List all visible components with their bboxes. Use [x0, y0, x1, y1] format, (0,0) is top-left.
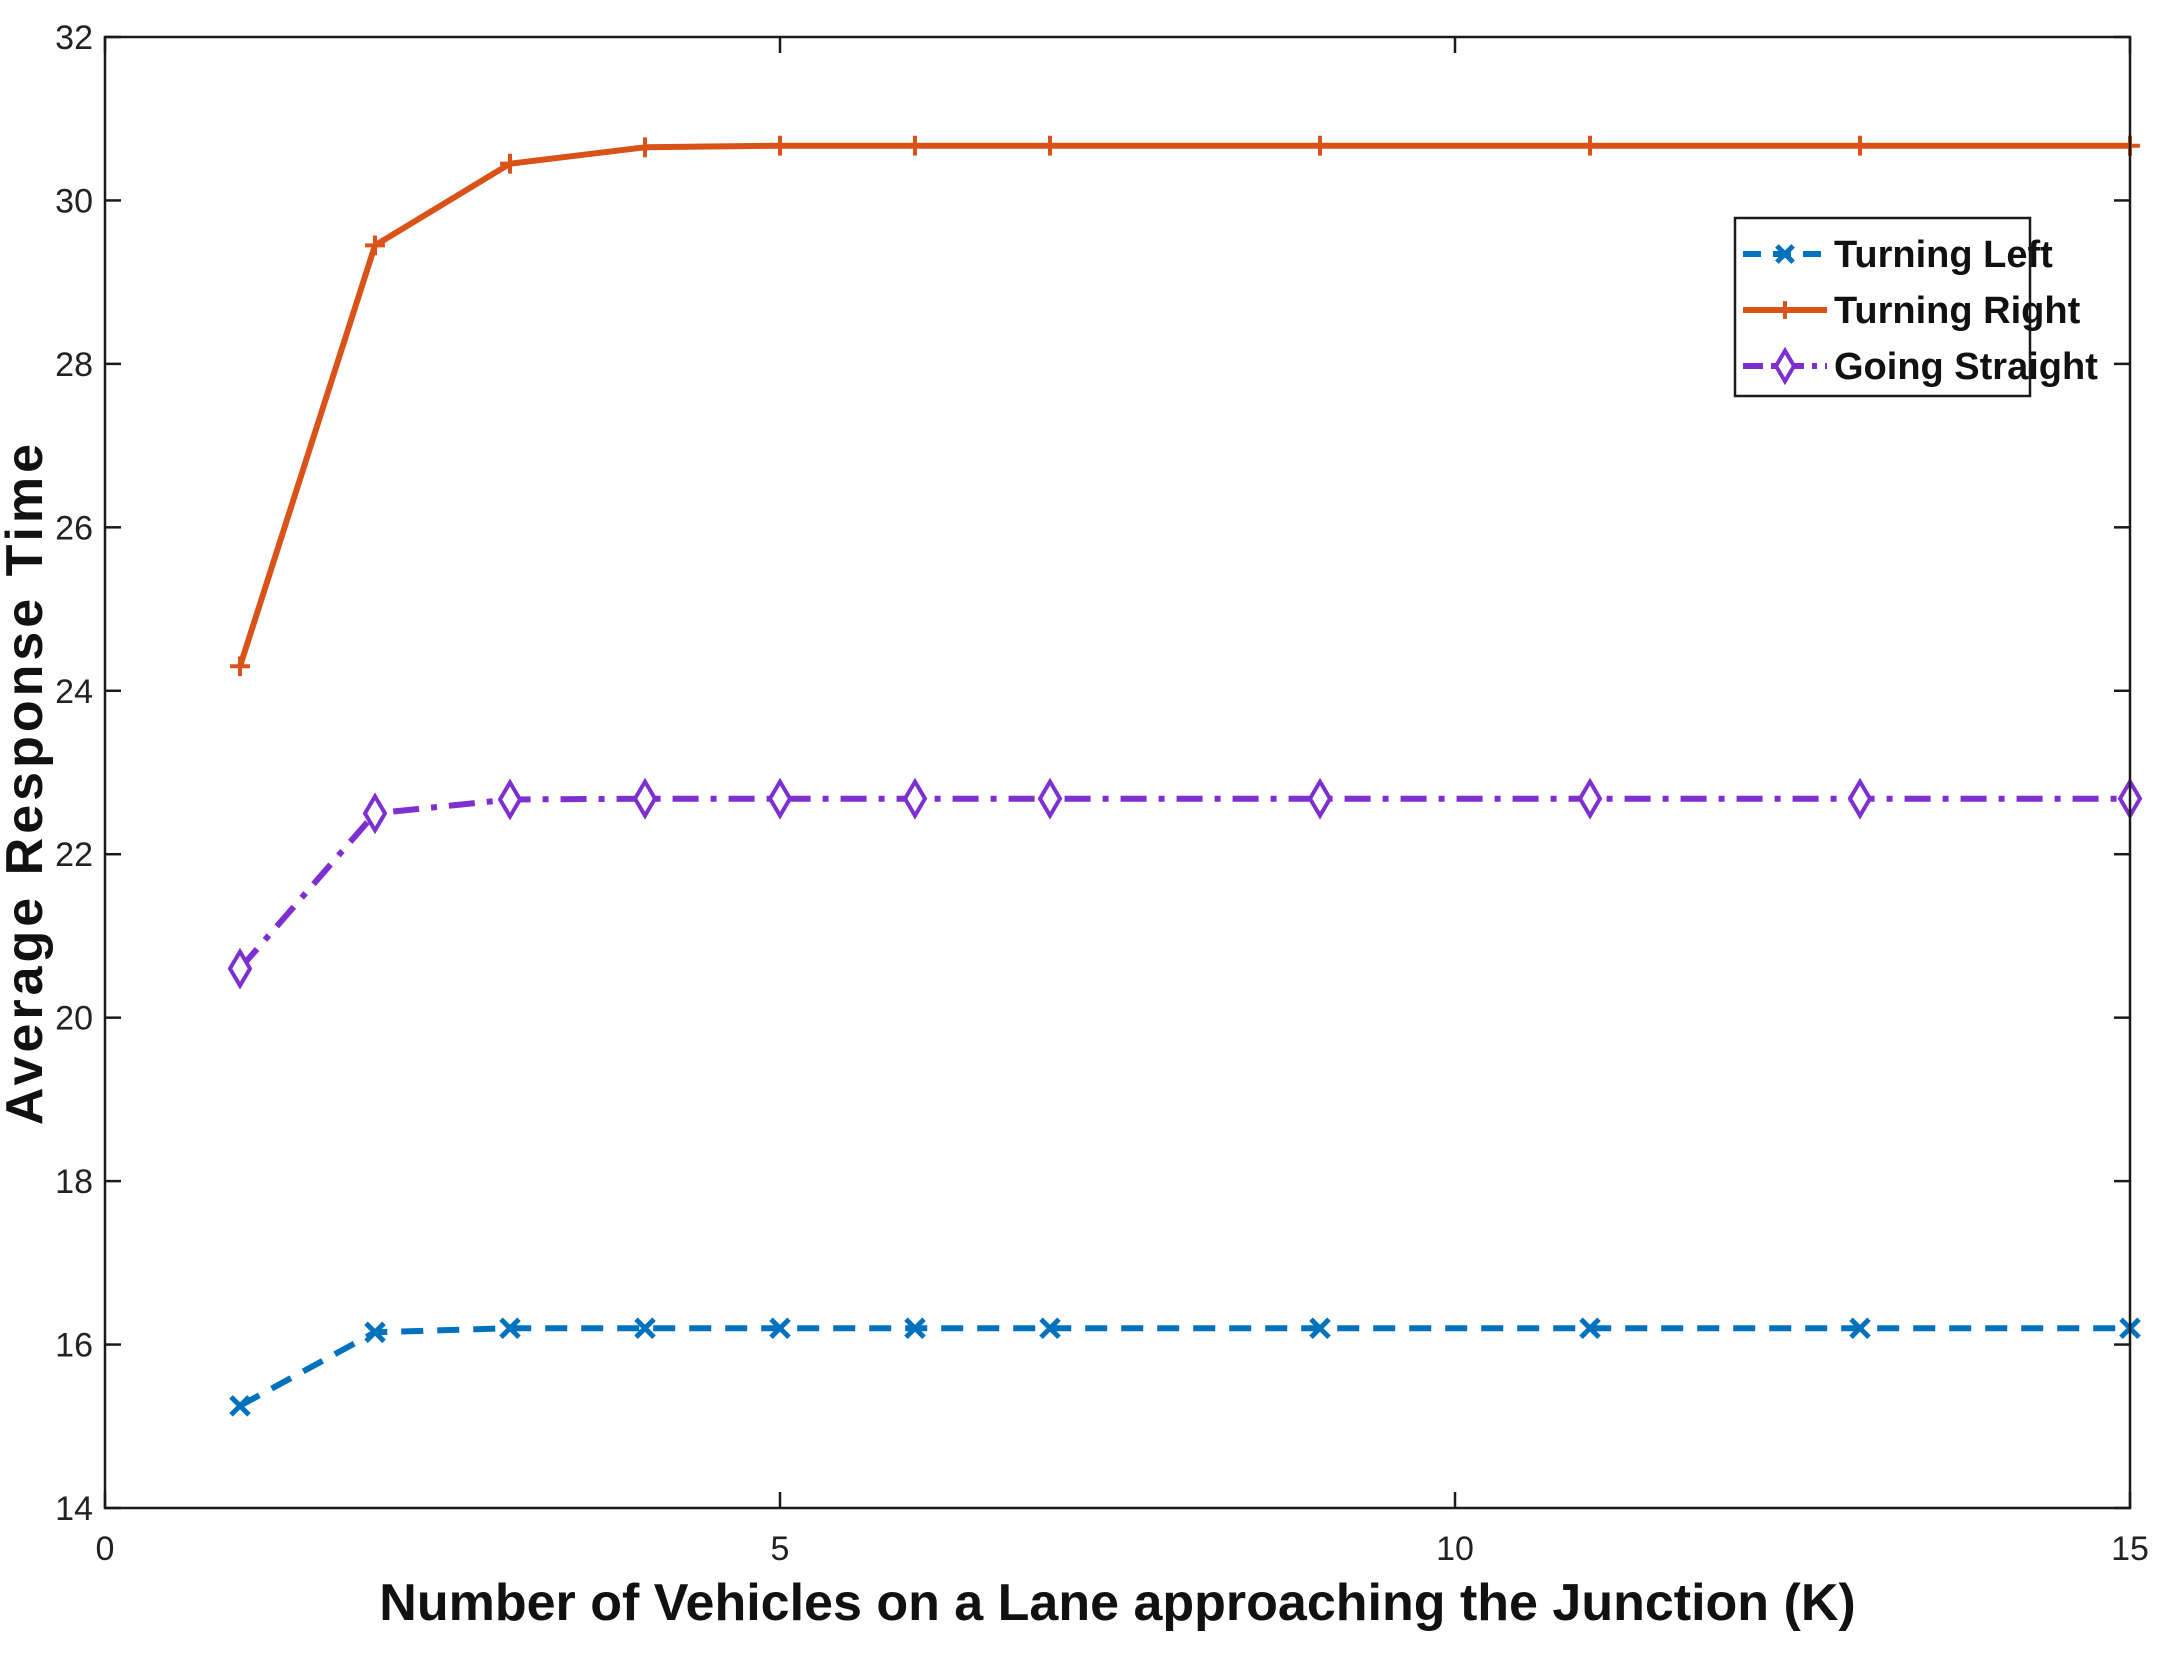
series-turning-right: [230, 135, 2140, 677]
y-tick-label: 24: [55, 673, 93, 711]
data-point-marker: [1309, 1317, 1331, 1339]
data-point-marker: [227, 947, 253, 990]
data-point-marker: [365, 235, 385, 256]
data-point-marker: [1775, 244, 1795, 264]
y-axis-label: Average Response Time: [0, 440, 54, 1125]
data-point-marker: [1037, 777, 1063, 820]
data-point-marker: [1773, 346, 1797, 386]
data-point-marker: [229, 1395, 251, 1417]
data-point-marker: [1310, 135, 1330, 156]
data-point-marker: [632, 777, 658, 820]
data-point-marker: [904, 1317, 926, 1339]
series-going-straight: [227, 777, 2143, 990]
data-point-marker: [1847, 777, 1873, 820]
x-axis-label: Number of Vehicles on a Lane approaching…: [379, 1574, 1855, 1632]
data-point-marker: [230, 656, 250, 677]
y-tick-label: 28: [55, 346, 93, 384]
series-turning-left: [229, 1317, 2141, 1417]
data-point-marker: [362, 792, 388, 835]
y-tick-label: 20: [55, 1000, 93, 1038]
x-tick-label: 15: [2111, 1530, 2149, 1568]
data-point-marker: [364, 1321, 386, 1344]
legend-label: Going Straight: [1834, 346, 2098, 388]
y-tick-label: 30: [55, 182, 93, 220]
data-point-marker: [905, 135, 925, 156]
data-point-marker: [634, 1317, 656, 1339]
legend-label: Turning Left: [1834, 234, 2053, 276]
data-point-marker: [1850, 135, 1870, 156]
legend-label: Turning Right: [1834, 290, 2081, 332]
legend-item: Going Straight: [1743, 346, 2098, 388]
data-point-marker: [1577, 777, 1603, 820]
legend-item: Turning Right: [1743, 290, 2081, 332]
y-tick-label: 32: [55, 19, 93, 57]
data-point-marker: [1580, 135, 1600, 156]
plot-frame: [103, 35, 2132, 1510]
y-tick-label: 14: [55, 1490, 93, 1528]
series-layer: [227, 135, 2143, 1417]
y-tick-label: 22: [55, 836, 93, 874]
data-point-marker: [770, 135, 790, 156]
y-tick-label: 26: [55, 509, 93, 547]
data-point-marker: [1776, 301, 1794, 319]
x-tick-label: 10: [1436, 1530, 1474, 1568]
data-point-marker: [497, 778, 523, 821]
axes-layer: 0 5 10 15 14 16 18 20 22 24 26 28 30 32: [55, 19, 2149, 1568]
data-point-marker: [635, 137, 655, 158]
x-tick-label: 0: [96, 1530, 115, 1568]
y-tick-label: 16: [55, 1327, 93, 1365]
data-point-marker: [1579, 1317, 1601, 1339]
data-point-marker: [902, 777, 928, 820]
data-point-marker: [1040, 135, 1060, 156]
data-point-marker: [500, 153, 520, 174]
data-point-marker: [1039, 1317, 1061, 1339]
data-point-marker: [769, 1317, 791, 1339]
data-point-marker: [1849, 1317, 1871, 1339]
y-tick-label: 18: [55, 1163, 93, 1201]
data-point-marker: [767, 777, 793, 820]
data-point-marker: [1307, 777, 1333, 820]
legend: Turning Left Turning Right Going Straight: [1733, 216, 2098, 398]
legend-item: Turning Left: [1743, 234, 2053, 276]
data-point-marker: [499, 1317, 521, 1339]
x-tick-label: 5: [771, 1530, 790, 1568]
